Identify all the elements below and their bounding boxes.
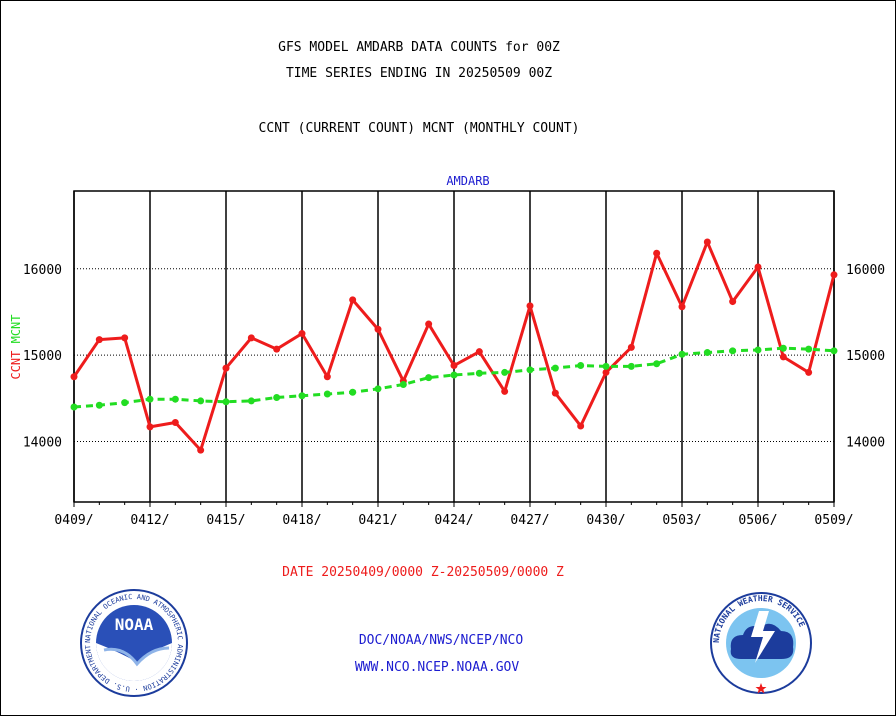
data-point-ccnt: [501, 387, 509, 395]
data-point-mcnt: [551, 364, 559, 372]
data-point-ccnt: [95, 336, 103, 344]
x-tick-label: 0412/: [130, 513, 169, 528]
y-tick-label-left: 16000: [23, 263, 62, 278]
data-point-mcnt: [526, 366, 534, 374]
data-point-mcnt: [298, 392, 306, 400]
nws-logo: NATIONAL WEATHER SERVICE: [710, 592, 812, 694]
x-tick-label: 0430/: [586, 513, 625, 528]
data-point-ccnt: [475, 348, 483, 356]
plot-border: [73, 190, 835, 503]
data-point-ccnt: [805, 368, 813, 376]
data-point-mcnt: [273, 393, 281, 401]
data-point-mcnt: [754, 346, 762, 354]
data-point-mcnt: [171, 395, 179, 403]
y-tick-label-right: 15000: [846, 349, 885, 364]
data-point-mcnt: [323, 390, 331, 398]
data-point-mcnt: [247, 397, 255, 405]
plot-title: AMDARB: [446, 174, 489, 188]
data-point-ccnt: [222, 364, 230, 372]
noaa-logo-text: NOAA: [115, 615, 154, 634]
data-point-mcnt: [374, 385, 382, 393]
data-point-ccnt: [678, 303, 686, 311]
data-point-ccnt: [830, 271, 838, 279]
data-point-ccnt: [754, 263, 762, 271]
x-tick-label: 0421/: [358, 513, 397, 528]
plot-frame: [73, 190, 835, 503]
data-point-mcnt: [95, 401, 103, 409]
y-tick-label-left: 15000: [23, 349, 62, 364]
date-range-label: DATE 20250409/0000 Z-20250509/0000 Z: [282, 565, 564, 580]
data-point-mcnt: [703, 349, 711, 357]
data-point-mcnt: [450, 371, 458, 379]
data-point-mcnt: [146, 395, 154, 403]
data-point-ccnt: [627, 343, 635, 351]
data-point-ccnt: [425, 320, 433, 328]
x-tick-label: 0415/: [206, 513, 245, 528]
data-point-mcnt: [779, 344, 787, 352]
data-point-ccnt: [577, 422, 585, 430]
x-tick-label: 0509/: [814, 513, 853, 528]
data-point-mcnt: [349, 388, 357, 396]
label-layer: 0409/0412/0415/0418/0421/0424/0427/0430/…: [9, 174, 885, 528]
data-point-ccnt: [146, 423, 154, 431]
x-tick-label: 0424/: [434, 513, 473, 528]
x-tick-label: 0418/: [282, 513, 321, 528]
y-axis-label: CCNT MCNT: [9, 314, 23, 379]
data-point-ccnt: [450, 362, 458, 370]
data-point-mcnt: [425, 374, 433, 382]
data-point-ccnt: [374, 325, 382, 333]
data-point-mcnt: [475, 369, 483, 377]
chart-subtitle: CCNT (CURRENT COUNT) MCNT (MONTHLY COUNT…: [258, 121, 580, 136]
data-point-mcnt: [70, 403, 78, 411]
x-tick-label: 0427/: [510, 513, 549, 528]
data-point-mcnt: [197, 397, 205, 405]
data-point-ccnt: [349, 296, 357, 304]
data-point-ccnt: [121, 334, 129, 342]
chart-title-line1: GFS MODEL AMDARB DATA COUNTS for 00Z: [278, 40, 560, 55]
website-label: WWW.NCO.NCEP.NOAA.GOV: [354, 660, 520, 675]
data-point-mcnt: [729, 347, 737, 355]
y-tick-label-left: 14000: [23, 436, 62, 451]
data-point-ccnt: [273, 345, 281, 353]
x-tick-label: 0503/: [662, 513, 701, 528]
chart-title-line2: TIME SERIES ENDING IN 20250509 00Z: [285, 66, 553, 81]
noaa-logo: NOAA NATIONAL OCEANIC AND ATMOSPHERIC AD…: [79, 588, 188, 697]
data-point-mcnt: [121, 399, 129, 407]
data-point-ccnt: [197, 446, 205, 454]
data-point-ccnt: [729, 298, 737, 306]
data-point-mcnt: [830, 347, 838, 355]
data-point-ccnt: [298, 330, 306, 338]
data-point-mcnt: [602, 362, 610, 370]
org-path-label: DOC/NOAA/NWS/NCEP/NCO: [358, 633, 524, 648]
y-tick-label-right: 16000: [846, 263, 885, 278]
data-point-ccnt: [526, 302, 534, 310]
data-point-mcnt: [678, 350, 686, 358]
data-point-mcnt: [653, 360, 661, 368]
data-point-mcnt: [577, 362, 585, 370]
y-tick-label-right: 14000: [846, 436, 885, 451]
data-point-ccnt: [323, 373, 331, 381]
data-point-mcnt: [627, 362, 635, 370]
data-point-ccnt: [653, 249, 661, 257]
data-point-mcnt: [805, 345, 813, 353]
data-point-mcnt: [501, 368, 509, 376]
line-chart: 0409/0412/0415/0418/0421/0424/0427/0430/…: [9, 174, 885, 528]
series-layer: [70, 238, 838, 454]
data-point-ccnt: [247, 334, 255, 342]
x-tick-label: 0409/: [54, 513, 93, 528]
data-point-ccnt: [551, 389, 559, 397]
data-point-mcnt: [399, 381, 407, 389]
data-point-ccnt: [779, 353, 787, 361]
x-tick-label: 0506/: [738, 513, 777, 528]
data-point-ccnt: [70, 373, 78, 381]
data-point-ccnt: [703, 238, 711, 246]
data-point-mcnt: [222, 398, 230, 406]
data-point-ccnt: [602, 368, 610, 376]
grid-layer: [73, 191, 835, 507]
data-point-ccnt: [171, 419, 179, 427]
